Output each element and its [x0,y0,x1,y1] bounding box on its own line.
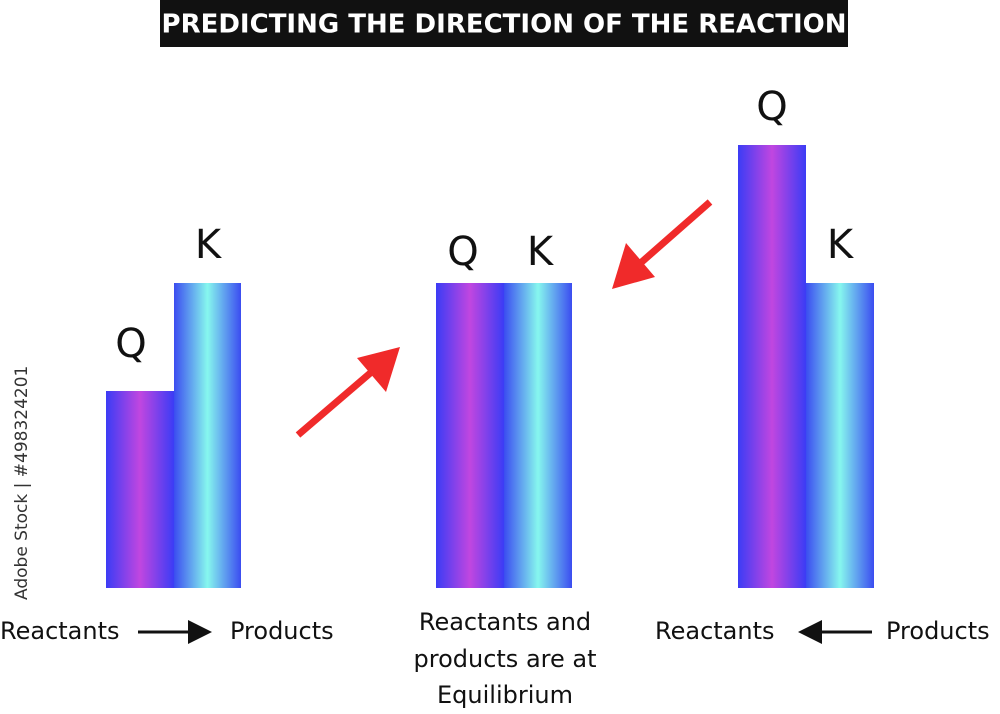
k-bar [806,283,874,588]
q-bar [436,283,504,588]
red-arrow-line [633,199,713,270]
q-label: Q [115,321,146,367]
red-arrows [295,199,713,438]
caption-line: products are at [414,645,597,673]
caption-left: Reactants [0,617,120,645]
caption-left: Reactants [655,617,775,645]
red-arrow-head [612,243,655,289]
q-bar [738,145,806,588]
k-bar [174,283,241,588]
caption-right: Products [886,617,990,645]
caption-line: Equilibrium [437,681,573,709]
caption-line: Reactants and [419,608,591,636]
k-label: K [527,229,555,275]
q-bar [106,391,174,588]
q-label: Q [756,84,787,130]
title-box [160,0,848,47]
k-bar [504,283,572,588]
caption-right: Products [230,617,334,645]
watermark: Adobe Stock | #498324201 [12,366,32,600]
q-label: Q [447,229,478,275]
title: PREDICTING THE DIRECTION OF THE REACTION [162,10,847,40]
k-label: K [827,222,855,268]
red-arrow-head [357,347,400,392]
red-arrow-line [295,366,378,438]
k-label: K [195,222,223,268]
